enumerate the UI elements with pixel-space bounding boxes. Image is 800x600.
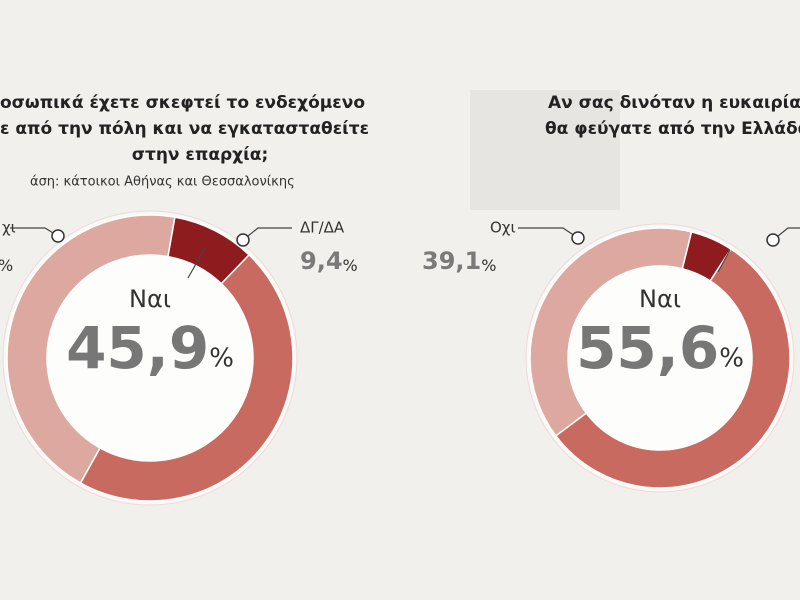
- leader-dot: [236, 233, 250, 247]
- value-label: 55,6%: [576, 314, 744, 382]
- category-label: Ναι: [129, 285, 171, 313]
- donut-hole: [568, 266, 752, 450]
- donut-hole: [47, 255, 253, 461]
- faint-print: [470, 90, 620, 210]
- leader: [717, 249, 731, 273]
- value-label: %: [0, 256, 13, 275]
- donut-segment: [79, 253, 294, 502]
- chart-title: ε από την πόλη και να εγκατασταθείτε: [0, 119, 369, 139]
- category-label: ΔΓ/ΔΑ: [300, 219, 345, 237]
- value-label: 45,9%: [66, 314, 234, 382]
- leader-dot: [571, 231, 585, 245]
- category-label: Ναι: [639, 285, 681, 313]
- category-label: χι: [2, 219, 16, 237]
- chart-title: στην επαρχία;: [132, 145, 269, 165]
- leader-dot: [51, 229, 65, 243]
- leader: [187, 247, 206, 279]
- value-label: 39,1%: [422, 247, 496, 275]
- category-label: Οχι: [490, 219, 516, 237]
- leaders: [10, 227, 800, 279]
- chart-subtitle: άση: κάτοικοι Αθήνας και Θεσσαλονίκης: [30, 175, 295, 190]
- chart-title: θα φεύγατε από την Ελλάδα: [545, 119, 800, 139]
- value-label: 9,4%: [300, 247, 358, 275]
- leader-dot: [766, 233, 780, 247]
- chart-title: οσωπικά έχετε σκεφτεί το ενδεχόμενο: [0, 93, 365, 113]
- chart-title: Αν σας δινόταν η ευκαιρία,: [548, 93, 800, 113]
